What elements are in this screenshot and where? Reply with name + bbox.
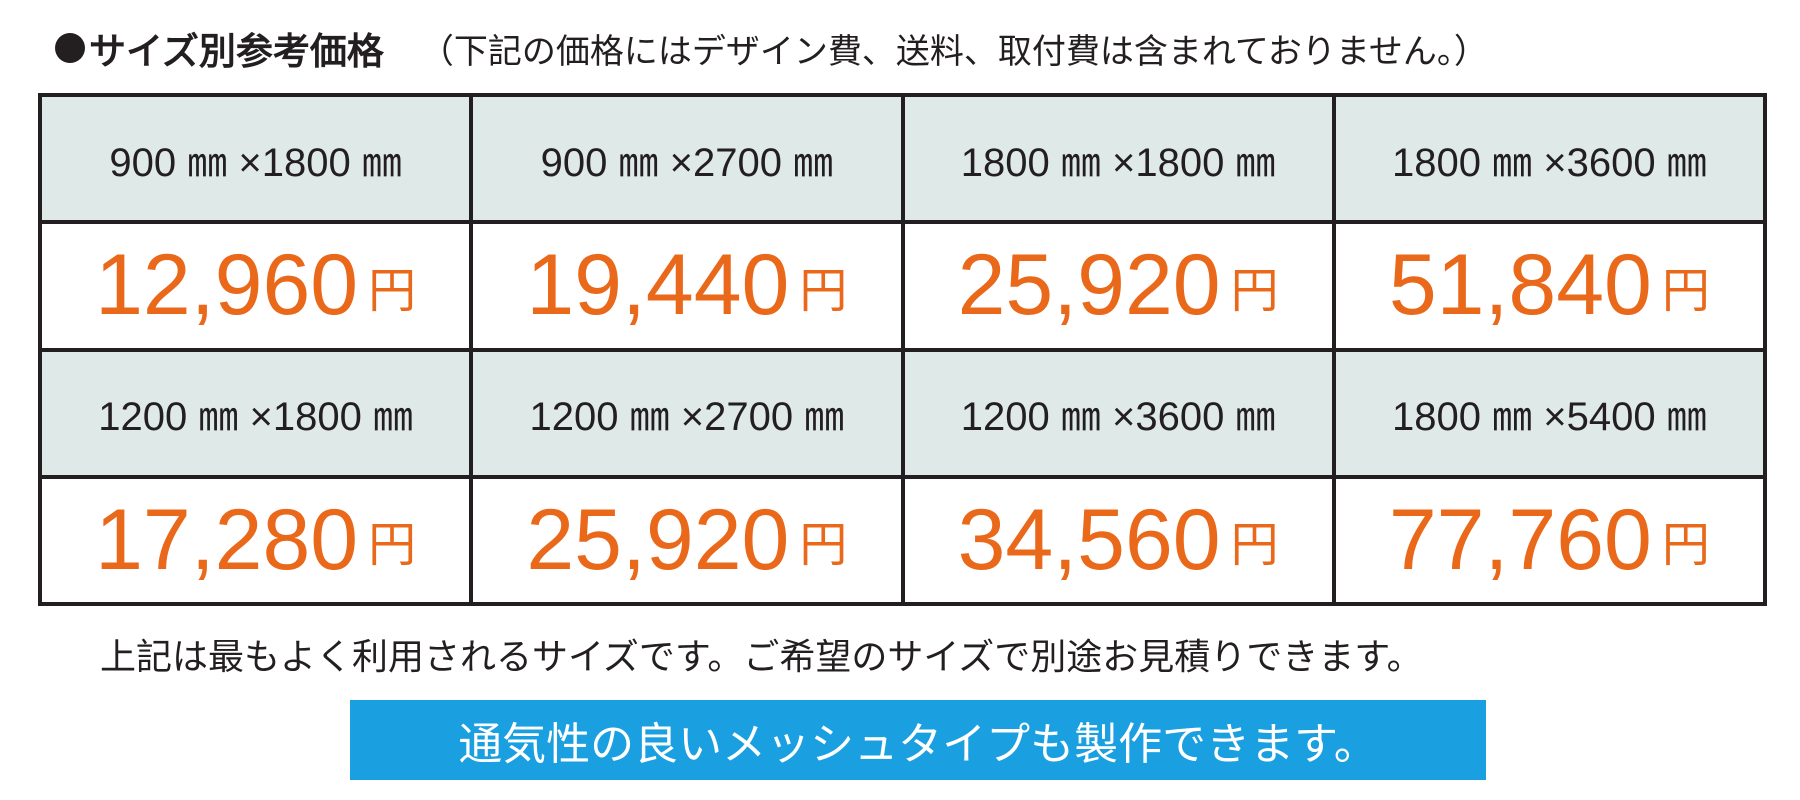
size-label: 1800 ㎜ ×1800 ㎜ (900, 92, 1336, 225)
price-cell: 25,920 円 (469, 474, 905, 607)
price-value: 25,920 (526, 491, 790, 588)
currency-unit: 円 (1230, 517, 1279, 574)
price-exclusion-note: （下記の価格にはデザイン費、送料、取付費は含まれておりません。） (419, 31, 1488, 72)
mesh-type-banner: 通気性の良いメッシュタイプも製作できます。 (350, 700, 1486, 780)
size-label: 1800 ㎜ ×3600 ㎜ (1331, 92, 1768, 225)
price-table: 900 ㎜ ×1800 ㎜ 900 ㎜ ×2700 ㎜ 1800 ㎜ ×1800… (37, 92, 1768, 607)
price-cell: 34,560 円 (900, 474, 1336, 607)
price-value: 51,840 (1388, 237, 1652, 334)
size-row: 1200 ㎜ ×1800 ㎜ 1200 ㎜ ×2700 ㎜ 1200 ㎜ ×36… (37, 347, 1768, 479)
size-row: 900 ㎜ ×1800 ㎜ 900 ㎜ ×2700 ㎜ 1800 ㎜ ×1800… (37, 92, 1768, 225)
size-label: 1200 ㎜ ×3600 ㎜ (900, 347, 1336, 479)
price-value: 19,440 (526, 237, 790, 334)
currency-unit: 円 (799, 262, 848, 319)
price-value: 12,960 (95, 237, 359, 334)
price-value: 34,560 (957, 491, 1221, 588)
price-cell: 19,440 円 (469, 220, 905, 352)
currency-unit: 円 (1230, 262, 1279, 319)
footnote: 上記は最もよく利用されるサイズです。ご希望のサイズで別途お見積りできます。 (100, 637, 1423, 678)
price-row: 17,280 円 25,920 円 34,560 円 77,760 円 (37, 474, 1768, 607)
price-cell: 77,760 円 (1331, 474, 1768, 607)
price-cell: 17,280 円 (37, 474, 474, 607)
bullet-icon (55, 33, 85, 63)
currency-unit: 円 (799, 517, 848, 574)
price-value: 25,920 (957, 237, 1221, 334)
size-label: 1200 ㎜ ×2700 ㎜ (469, 347, 905, 479)
size-label: 900 ㎜ ×2700 ㎜ (469, 92, 905, 225)
currency-unit: 円 (1661, 517, 1710, 574)
price-cell: 51,840 円 (1331, 220, 1768, 352)
page-header: サイズ別参考価格 （下記の価格にはデザイン費、送料、取付費は含まれておりません。… (55, 22, 1775, 74)
price-cell: 25,920 円 (900, 220, 1336, 352)
size-label: 1200 ㎜ ×1800 ㎜ (37, 347, 474, 479)
size-label: 1800 ㎜ ×5400 ㎜ (1331, 347, 1768, 479)
currency-unit: 円 (1661, 262, 1710, 319)
size-label: 900 ㎜ ×1800 ㎜ (37, 92, 474, 225)
currency-unit: 円 (368, 517, 417, 574)
price-cell: 12,960 円 (37, 220, 474, 352)
price-value: 17,280 (95, 491, 359, 588)
price-row: 12,960 円 19,440 円 25,920 円 51,840 円 (37, 220, 1768, 352)
price-value: 77,760 (1388, 491, 1652, 588)
currency-unit: 円 (368, 262, 417, 319)
page-title: サイズ別参考価格 (89, 30, 384, 73)
